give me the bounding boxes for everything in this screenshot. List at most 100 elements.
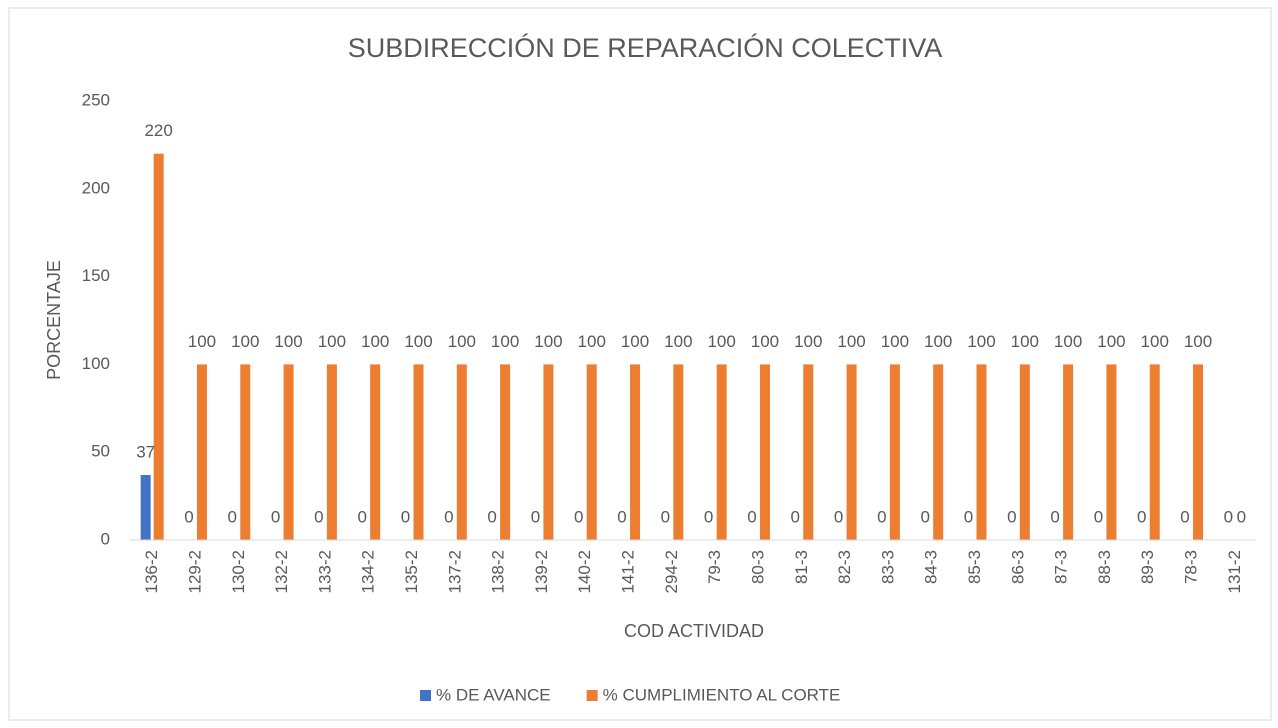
chart-title: SUBDIRECCIÓN DE REPARACIÓN COLECTIVA bbox=[348, 32, 943, 63]
data-label: 0 bbox=[1094, 507, 1103, 526]
x-tick-label: 88-3 bbox=[1095, 550, 1114, 584]
data-label: 0 bbox=[1137, 507, 1146, 526]
bar bbox=[1149, 364, 1160, 540]
data-label: 100 bbox=[881, 332, 909, 351]
bar bbox=[413, 364, 424, 540]
data-label: 100 bbox=[188, 332, 216, 351]
data-label: 0 bbox=[1007, 507, 1016, 526]
data-label: 0 bbox=[444, 507, 453, 526]
x-tick-label: 86-3 bbox=[1008, 550, 1027, 584]
data-label: 0 bbox=[1224, 507, 1233, 526]
data-label: 100 bbox=[837, 332, 865, 351]
x-tick-label: 78-3 bbox=[1182, 550, 1201, 584]
legend-swatch bbox=[420, 690, 431, 701]
x-tick-label: 294-2 bbox=[662, 550, 681, 593]
legend-swatch bbox=[586, 690, 598, 701]
data-label: 0 bbox=[487, 507, 496, 526]
bar bbox=[630, 364, 641, 540]
data-label: 0 bbox=[617, 507, 626, 526]
data-label: 0 bbox=[401, 507, 410, 526]
data-label: 0 bbox=[357, 507, 366, 526]
data-label: 0 bbox=[920, 507, 929, 526]
y-axis-label: PORCENTAJE bbox=[44, 260, 64, 380]
x-tick-label: 85-3 bbox=[965, 550, 984, 584]
bar bbox=[500, 364, 511, 540]
x-tick-label: 83-3 bbox=[878, 550, 897, 584]
data-label: 100 bbox=[967, 332, 995, 351]
y-tick-label: 0 bbox=[101, 529, 110, 548]
x-tick-label: 140-2 bbox=[575, 550, 594, 593]
x-tick-label: 138-2 bbox=[489, 550, 508, 593]
data-label: 100 bbox=[621, 332, 649, 351]
data-label: 100 bbox=[578, 332, 606, 351]
data-label: 100 bbox=[404, 332, 432, 351]
data-label: 100 bbox=[534, 332, 562, 351]
x-tick-label: 141-2 bbox=[619, 550, 638, 593]
data-label: 100 bbox=[664, 332, 692, 351]
bar bbox=[889, 364, 900, 540]
data-label: 0 bbox=[661, 507, 670, 526]
bar bbox=[326, 364, 337, 540]
y-tick-label: 250 bbox=[82, 90, 110, 109]
x-tick-label: 135-2 bbox=[402, 550, 421, 593]
bar bbox=[586, 364, 597, 540]
data-label: 0 bbox=[704, 507, 713, 526]
data-label: 100 bbox=[361, 332, 389, 351]
x-tick-label: 130-2 bbox=[229, 550, 248, 593]
bar bbox=[240, 364, 251, 540]
legend-label: % CUMPLIMIENTO AL CORTE bbox=[603, 685, 841, 704]
data-label: 100 bbox=[491, 332, 519, 351]
x-tick-label: 81-3 bbox=[792, 550, 811, 584]
bar bbox=[1063, 364, 1074, 540]
data-label: 100 bbox=[1054, 332, 1082, 351]
bar bbox=[976, 364, 987, 540]
y-tick-label: 150 bbox=[82, 266, 110, 285]
x-tick-label: 136-2 bbox=[142, 550, 161, 593]
data-label: 0 bbox=[877, 507, 886, 526]
x-tick-label: 134-2 bbox=[359, 550, 378, 593]
data-label: 0 bbox=[747, 507, 756, 526]
x-tick-label: 82-3 bbox=[835, 550, 854, 584]
x-tick-label: 89-3 bbox=[1138, 550, 1157, 584]
x-tick-label: 79-3 bbox=[705, 550, 724, 584]
y-tick-label: 100 bbox=[82, 354, 110, 373]
data-label: 100 bbox=[924, 332, 952, 351]
data-label: 0 bbox=[1180, 507, 1189, 526]
data-label: 0 bbox=[271, 507, 280, 526]
x-tick-label: 87-3 bbox=[1052, 550, 1071, 584]
data-label: 0 bbox=[228, 507, 237, 526]
bar bbox=[1106, 364, 1117, 540]
y-tick-label: 50 bbox=[91, 442, 110, 461]
bar bbox=[153, 153, 164, 540]
chart-frame bbox=[8, 7, 1272, 721]
data-label: 0 bbox=[184, 507, 193, 526]
x-tick-label: 133-2 bbox=[315, 550, 334, 593]
x-tick-label: 129-2 bbox=[185, 550, 204, 593]
x-tick-label: 137-2 bbox=[445, 550, 464, 593]
data-label: 0 bbox=[964, 507, 973, 526]
x-tick-label: 131-2 bbox=[1225, 550, 1244, 593]
legend-label: % DE AVANCE bbox=[436, 685, 551, 704]
data-label: 37 bbox=[136, 443, 155, 462]
data-label: 100 bbox=[1184, 332, 1212, 351]
bar bbox=[846, 364, 857, 540]
bar bbox=[759, 364, 770, 540]
data-label: 100 bbox=[318, 332, 346, 351]
bar bbox=[803, 364, 814, 540]
data-label: 220 bbox=[144, 121, 172, 140]
bar bbox=[456, 364, 467, 540]
x-tick-label: 132-2 bbox=[272, 550, 291, 593]
data-label: 100 bbox=[231, 332, 259, 351]
data-label: 0 bbox=[1237, 507, 1246, 526]
data-label: 0 bbox=[834, 507, 843, 526]
data-label: 0 bbox=[574, 507, 583, 526]
x-tick-label: 80-3 bbox=[748, 550, 767, 584]
data-label: 100 bbox=[1011, 332, 1039, 351]
data-label: 100 bbox=[274, 332, 302, 351]
bar bbox=[933, 364, 944, 540]
bar bbox=[140, 475, 151, 540]
bar bbox=[283, 364, 294, 540]
bar bbox=[1193, 364, 1204, 540]
bar bbox=[543, 364, 554, 540]
